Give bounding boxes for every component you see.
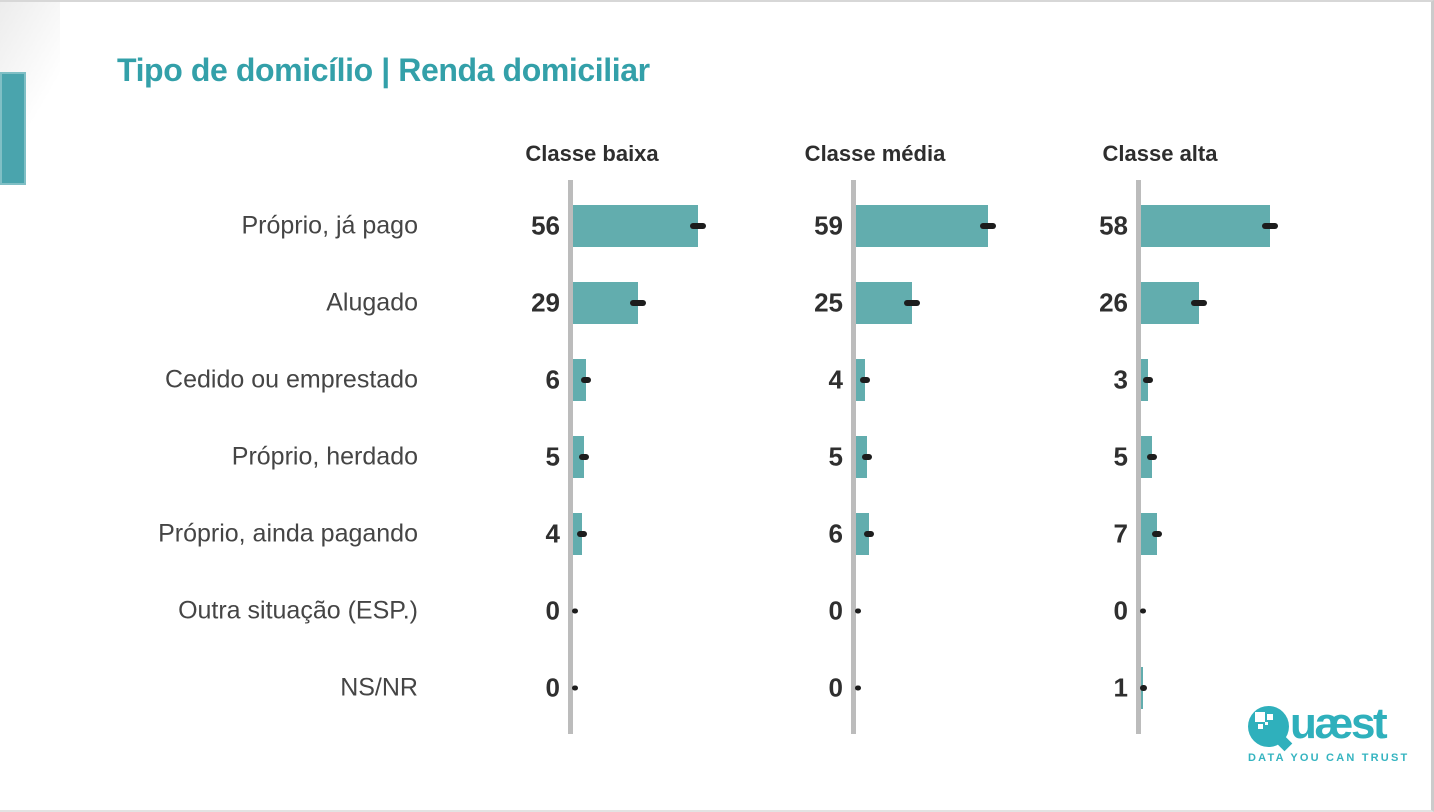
- logo-pixel-icon: [1255, 712, 1265, 722]
- quaest-q-icon: [1248, 706, 1289, 747]
- bar: [1141, 513, 1157, 555]
- value-label: 5: [545, 441, 560, 472]
- category-label: Próprio, já pago: [241, 211, 418, 240]
- category-label: Cedido ou emprestado: [165, 365, 418, 394]
- error-marker: [1262, 223, 1279, 229]
- group-header: Classe média: [804, 141, 946, 166]
- value-label: 59: [814, 210, 843, 241]
- value-label: 4: [828, 364, 843, 395]
- logo-pixel-icon: [1267, 714, 1273, 720]
- value-label: 3: [1113, 364, 1128, 395]
- error-marker: [572, 685, 578, 691]
- error-marker: [859, 377, 870, 383]
- bar: [1141, 205, 1271, 247]
- value-label: 0: [828, 595, 843, 626]
- accent-bar: [0, 72, 26, 185]
- logo-pixel-icon: [1265, 722, 1268, 725]
- group-header: Classe baixa: [525, 141, 659, 166]
- value-label: 25: [814, 287, 843, 318]
- error-marker: [1142, 377, 1153, 383]
- bar: [856, 513, 870, 555]
- category-label: NS/NR: [340, 673, 418, 702]
- axis-baseline: [568, 180, 573, 734]
- bar: [573, 359, 587, 401]
- error-marker: [629, 300, 646, 306]
- value-label: 1: [1113, 672, 1128, 703]
- value-label: 26: [1099, 287, 1128, 318]
- logo-pixel-icon: [1258, 724, 1263, 729]
- value-label: 0: [545, 672, 560, 703]
- error-marker: [979, 223, 996, 229]
- value-label: 0: [1113, 595, 1128, 626]
- bar: [1141, 282, 1199, 324]
- page-title: Tipo de domicílio | Renda domiciliar: [117, 52, 650, 88]
- value-label: 58: [1099, 210, 1128, 241]
- value-label: 5: [1113, 441, 1128, 472]
- error-marker: [1190, 300, 1207, 306]
- value-label: 5: [828, 441, 843, 472]
- value-label: 0: [545, 595, 560, 626]
- error-marker: [581, 377, 592, 383]
- error-marker: [576, 531, 587, 537]
- error-marker: [855, 685, 861, 691]
- bar: [1141, 436, 1153, 478]
- error-marker: [1140, 608, 1146, 614]
- group-header: Classe alta: [1102, 141, 1218, 166]
- logo-tagline: DATA YOU CAN TRUST: [1248, 752, 1410, 764]
- category-label: Alugado: [326, 288, 418, 317]
- value-label: 7: [1113, 518, 1128, 549]
- error-marker: [862, 454, 873, 460]
- error-marker: [579, 454, 590, 460]
- quaest-logo: uæst DATA YOU CAN TRUST: [1248, 698, 1410, 764]
- bar: [573, 436, 585, 478]
- error-marker: [864, 531, 875, 537]
- value-label: 56: [531, 210, 560, 241]
- error-marker: [1147, 454, 1158, 460]
- value-label: 6: [545, 364, 560, 395]
- error-marker: [689, 223, 706, 229]
- bar: [573, 205, 698, 247]
- value-label: 0: [828, 672, 843, 703]
- axis-baseline: [851, 180, 856, 734]
- axis-baseline: [1136, 180, 1141, 734]
- quaest-wordmark-rest: uæst: [1290, 698, 1388, 748]
- value-label: 6: [828, 518, 843, 549]
- value-label: 29: [531, 287, 560, 318]
- error-marker: [572, 608, 578, 614]
- bar: [856, 205, 988, 247]
- value-label: 4: [545, 518, 560, 549]
- error-marker: [1151, 531, 1162, 537]
- error-marker: [1139, 685, 1147, 691]
- error-marker: [903, 300, 920, 306]
- category-label: Outra situação (ESP.): [178, 596, 418, 625]
- error-marker: [855, 608, 861, 614]
- bar: [856, 436, 868, 478]
- bar: [573, 282, 638, 324]
- bar: [856, 282, 912, 324]
- category-label: Próprio, ainda pagando: [158, 519, 418, 548]
- category-label: Próprio, herdado: [231, 442, 418, 471]
- quaest-wordmark: uæst: [1248, 698, 1398, 748]
